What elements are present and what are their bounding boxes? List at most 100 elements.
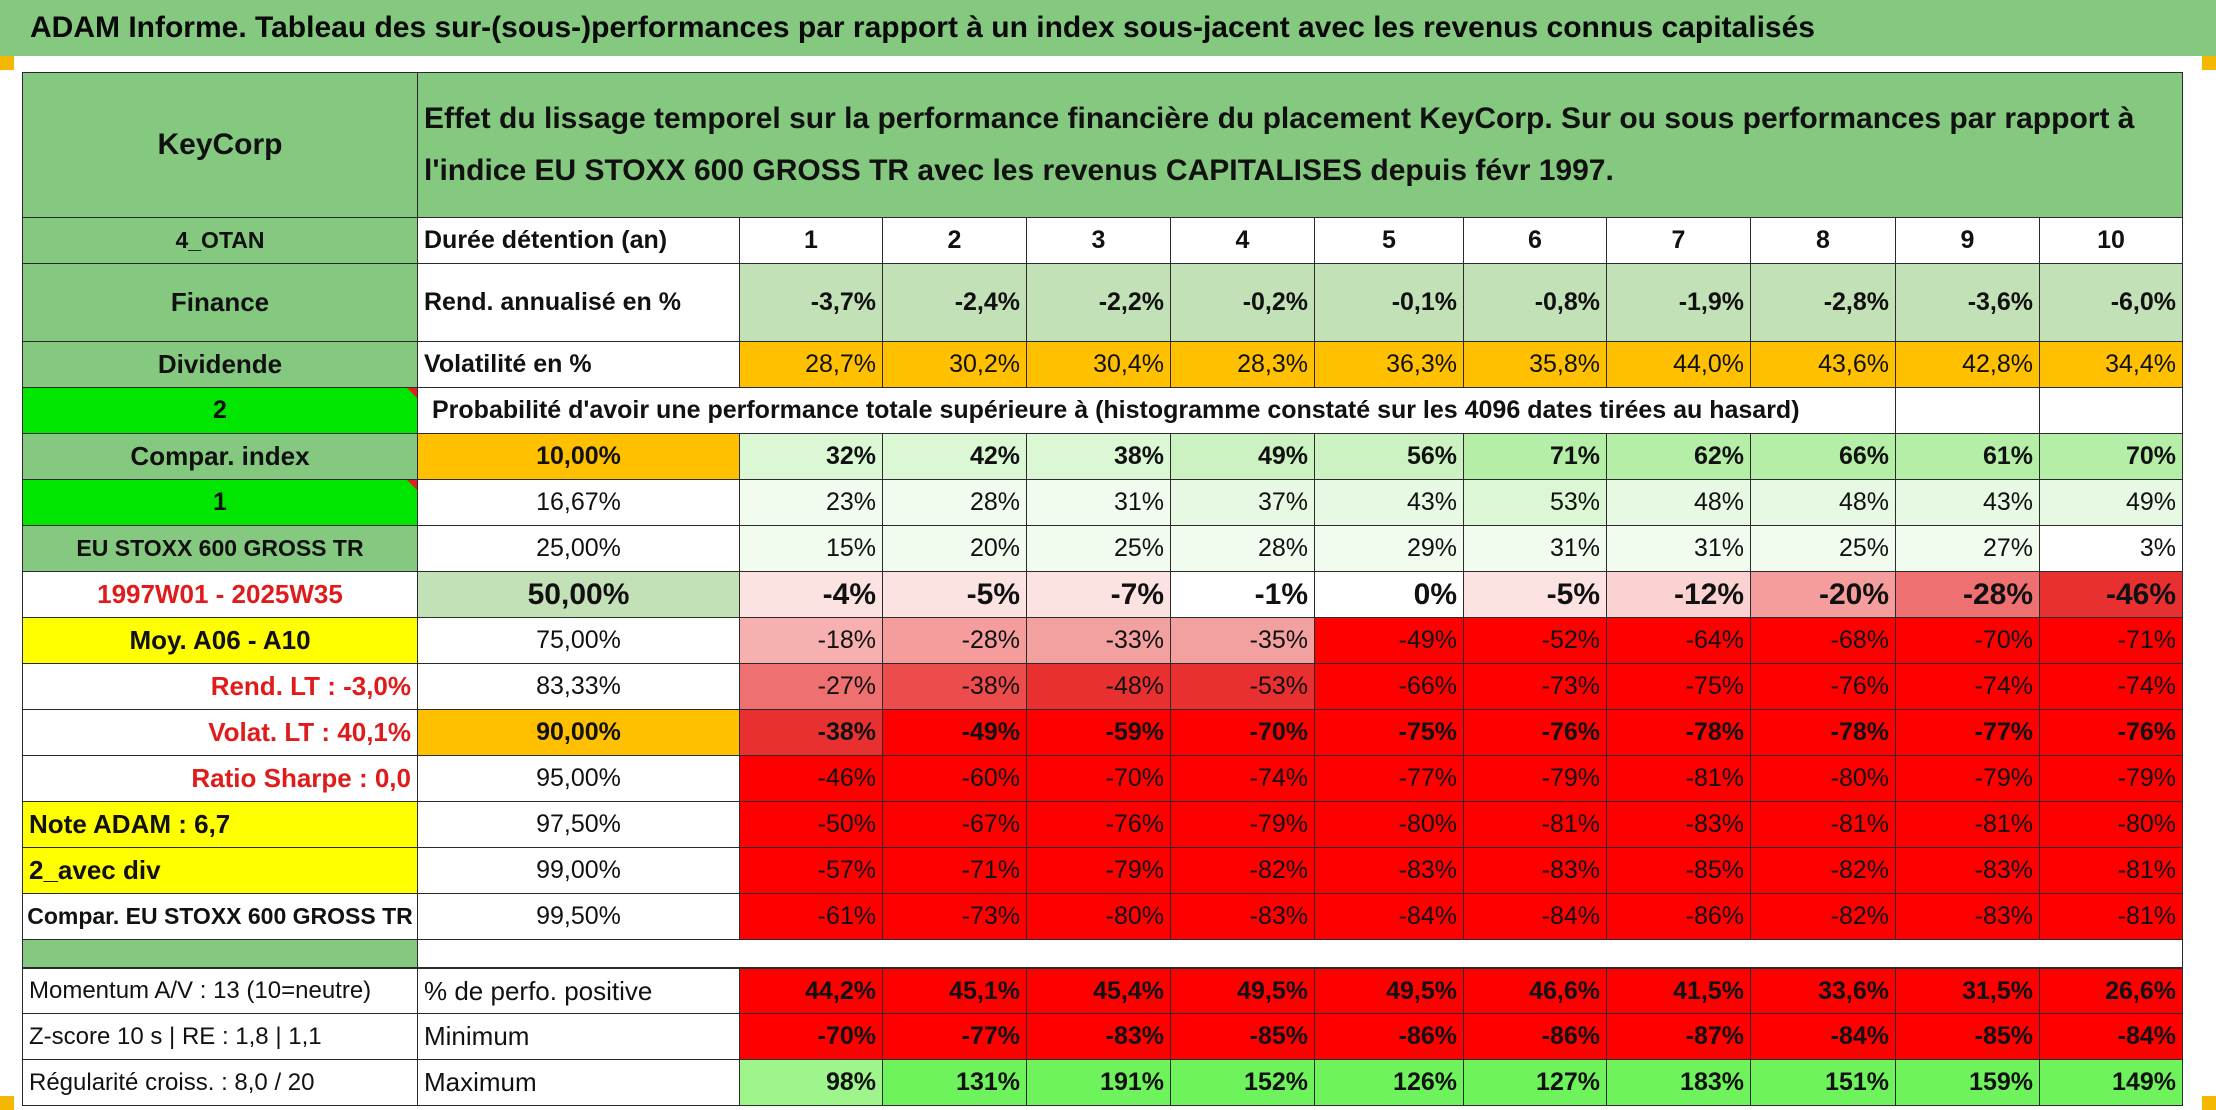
quantile-value: 29% — [1315, 526, 1464, 572]
quantile-value: 43% — [1896, 480, 2040, 526]
quantile-value: -27% — [740, 664, 883, 710]
quantile-value: 66% — [1751, 434, 1896, 480]
avec-div-label: 2_avec div — [22, 848, 418, 894]
rend-label: Rend. annualisé en % — [418, 264, 740, 342]
pct-positive-value: 33,6% — [1751, 968, 1896, 1014]
quantile-label: 95,00% — [418, 756, 740, 802]
quantile-value: -74% — [2040, 664, 2183, 710]
pct-positive-value: 49,5% — [1171, 968, 1315, 1014]
quantile-value: 27% — [1896, 526, 2040, 572]
quantile-value: -38% — [740, 710, 883, 756]
rend-value: -2,8% — [1751, 264, 1896, 342]
duree-label: Durée détention (an) — [418, 218, 740, 264]
quantile-value: -79% — [1027, 848, 1171, 894]
quantile-value: -81% — [1607, 756, 1751, 802]
quantile-value: 48% — [1607, 480, 1751, 526]
quantile-value: -79% — [1464, 756, 1607, 802]
quantile-value: 32% — [740, 434, 883, 480]
quantile-value: 3% — [2040, 526, 2183, 572]
quantile-value: 70% — [2040, 434, 2183, 480]
year-header: 8 — [1751, 218, 1896, 264]
report-title: Effet du lissage temporel sur la perform… — [418, 72, 2183, 218]
quantile-value: 53% — [1464, 480, 1607, 526]
volat-value: 43,6% — [1751, 342, 1896, 388]
quantile-value: -71% — [883, 848, 1027, 894]
company-name: KeyCorp — [22, 72, 418, 218]
quantile-value: 43% — [1315, 480, 1464, 526]
quantile-value: 56% — [1315, 434, 1464, 480]
quantile-label: 99,50% — [418, 894, 740, 940]
report-banner: ADAM Informe. Tableau des sur-(sous-)per… — [0, 0, 2216, 56]
minimum-value: -70% — [740, 1014, 883, 1060]
rend-value: -3,7% — [740, 264, 883, 342]
quantile-value: -80% — [1315, 802, 1464, 848]
maximum-label: Maximum — [418, 1060, 740, 1106]
pct-positive-label: % de perfo. positive — [418, 968, 740, 1014]
param-two: 2 — [22, 388, 418, 434]
minimum-value: -86% — [1464, 1014, 1607, 1060]
quantile-value: -70% — [1896, 618, 2040, 664]
year-header: 4 — [1171, 218, 1315, 264]
quantile-value: 38% — [1027, 434, 1171, 480]
quantile-value: 61% — [1896, 434, 2040, 480]
quantile-value: 49% — [2040, 480, 2183, 526]
rend-lt-label: Rend. LT : -3,0% — [22, 664, 418, 710]
quantile-value: -50% — [740, 802, 883, 848]
moy-label: Moy. A06 - A10 — [22, 618, 418, 664]
quantile-value: -7% — [1027, 572, 1171, 618]
minimum-value: -86% — [1315, 1014, 1464, 1060]
quantile-value: -18% — [740, 618, 883, 664]
blank-cell — [2040, 388, 2183, 434]
pct-positive-value: 41,5% — [1607, 968, 1751, 1014]
quantile-value: -46% — [2040, 572, 2183, 618]
minimum-value: -87% — [1607, 1014, 1751, 1060]
quantile-value: -78% — [1751, 710, 1896, 756]
performance-table: KeyCorp Effet du lissage temporel sur la … — [22, 72, 2194, 1106]
regularite-label: Régularité croiss. : 8,0 / 20 — [22, 1060, 418, 1106]
quantile-value: 0% — [1315, 572, 1464, 618]
quantile-value: -83% — [1896, 894, 2040, 940]
corner-marker — [2202, 56, 2216, 70]
quantile-value: -81% — [2040, 894, 2183, 940]
year-header: 5 — [1315, 218, 1464, 264]
blank-cell — [1896, 388, 2040, 434]
minimum-value: -84% — [2040, 1014, 2183, 1060]
note-adam-label: Note ADAM : 6,7 — [22, 802, 418, 848]
quantile-value: 62% — [1607, 434, 1751, 480]
quantile-value: -64% — [1607, 618, 1751, 664]
quantile-value: 20% — [883, 526, 1027, 572]
minimum-value: -85% — [1171, 1014, 1315, 1060]
quantile-value: -81% — [2040, 848, 2183, 894]
quantile-value: -74% — [1171, 756, 1315, 802]
quantile-value: 23% — [740, 480, 883, 526]
quantile-value: -82% — [1751, 848, 1896, 894]
compar-index-label: Compar. index — [22, 434, 418, 480]
quantile-value: -79% — [2040, 756, 2183, 802]
quantile-value: -52% — [1464, 618, 1607, 664]
rend-value: -1,9% — [1607, 264, 1751, 342]
sharpe-label: Ratio Sharpe : 0,0 — [22, 756, 418, 802]
year-header: 10 — [2040, 218, 2183, 264]
minimum-value: -77% — [883, 1014, 1027, 1060]
maximum-value: 98% — [740, 1060, 883, 1106]
quantile-value: -81% — [1751, 802, 1896, 848]
quantile-value: 48% — [1751, 480, 1896, 526]
quantile-value: -86% — [1607, 894, 1751, 940]
quantile-value: -35% — [1171, 618, 1315, 664]
quantile-value: -12% — [1607, 572, 1751, 618]
quantile-value: 31% — [1464, 526, 1607, 572]
corner-marker — [0, 56, 14, 70]
quantile-value: -20% — [1751, 572, 1896, 618]
quantile-value: -77% — [1315, 756, 1464, 802]
minimum-label: Minimum — [418, 1014, 740, 1060]
volat-value: 35,8% — [1464, 342, 1607, 388]
pct-positive-value: 49,5% — [1315, 968, 1464, 1014]
quantile-value: -83% — [1315, 848, 1464, 894]
volat-value: 28,7% — [740, 342, 883, 388]
quantile-value: -75% — [1607, 664, 1751, 710]
quantile-label: 50,00% — [418, 572, 740, 618]
quantile-value: 28% — [883, 480, 1027, 526]
quantile-value: -76% — [1751, 664, 1896, 710]
volat-value: 30,2% — [883, 342, 1027, 388]
quantile-value: -46% — [740, 756, 883, 802]
